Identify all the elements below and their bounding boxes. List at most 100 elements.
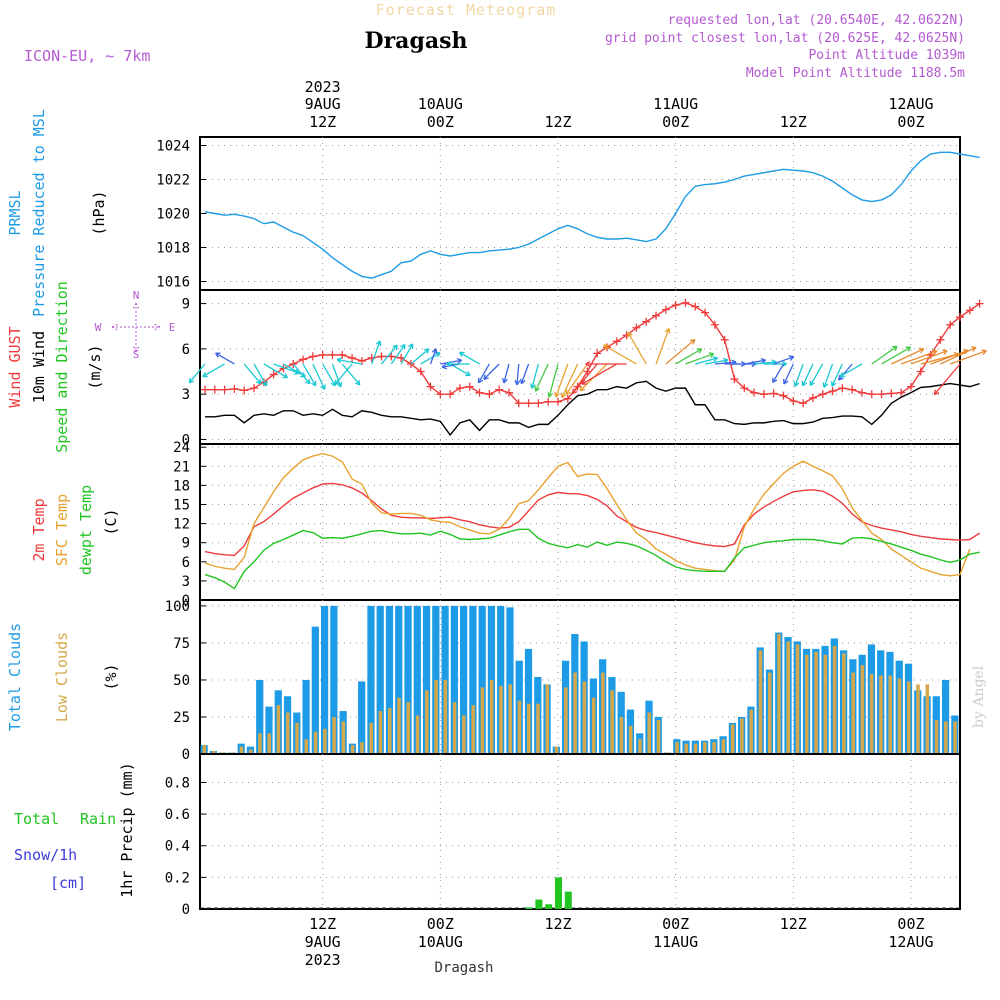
wind-barb — [881, 346, 911, 365]
precip-frame — [199, 753, 961, 910]
bottom-tick-line2: 10AUG — [418, 933, 463, 951]
wind-barb — [188, 363, 206, 384]
prmsl-label: PRMSL — [6, 190, 24, 235]
t2m-label: 2m Temp — [30, 498, 48, 561]
low-cloud-bar — [452, 702, 457, 754]
wind-barb — [900, 350, 938, 365]
low-cloud-bar — [248, 749, 253, 754]
gust-point — [308, 352, 317, 361]
rain-label: Rain — [80, 810, 116, 828]
wind-barb-head — [336, 381, 343, 388]
total-cloud-bar — [395, 605, 403, 754]
wind-barb — [263, 363, 288, 379]
model-label: ICON-EU, ~ 7km — [24, 47, 150, 65]
bottom-tick-line1: 12Z — [780, 915, 807, 933]
temperature-frame — [199, 443, 961, 601]
compass-e: E — [169, 321, 176, 334]
wind-barb — [390, 344, 406, 365]
wind-barb — [802, 363, 814, 387]
low-cloud-bar — [443, 679, 448, 754]
wind-barb-head — [772, 377, 778, 384]
gust-point — [965, 306, 974, 315]
wind-barb — [565, 363, 588, 395]
rain-bar — [545, 904, 553, 909]
top-tick-line2: 9AUG — [305, 95, 341, 113]
wind-barb-head — [831, 381, 837, 387]
gust-point — [465, 382, 474, 391]
wind10m-line — [205, 380, 980, 437]
wind-barb — [831, 363, 843, 387]
gust-point — [201, 385, 209, 394]
low-cloud-bar — [239, 746, 244, 754]
wind-barb-head — [547, 392, 554, 398]
wind-barb-head — [839, 371, 846, 378]
total-cloud-bar — [450, 605, 458, 754]
wind-ytick-label: 6 — [182, 342, 190, 358]
gust-point — [701, 308, 710, 317]
wind-barb — [520, 363, 530, 384]
temperature-ytick-label: 9 — [182, 536, 190, 552]
wind-barb-head — [502, 377, 508, 384]
snow-label: Snow/1h — [14, 846, 77, 864]
wind-barb — [371, 340, 381, 365]
dewpt-label: dewpt Temp — [77, 485, 95, 575]
gust-point — [446, 390, 455, 399]
wind10m-label: 10m Wind — [30, 331, 48, 403]
gust-point — [534, 399, 543, 408]
gust-point — [946, 320, 955, 329]
rain-bar — [564, 891, 572, 909]
bottom-tick-line1: 12Z — [309, 915, 336, 933]
wind-barb-head — [441, 363, 447, 370]
top-tick-line3: 12Z — [544, 113, 571, 131]
low-cloud-bar — [897, 678, 902, 754]
low-cloud-bar — [536, 703, 540, 754]
low-cloud-bar — [925, 684, 930, 754]
sfc-line — [204, 452, 971, 577]
total-cloud-bar — [422, 605, 431, 754]
wind-barb — [477, 363, 490, 384]
low-cloud-bar — [471, 705, 475, 754]
gust-point — [289, 359, 298, 368]
gust-point — [250, 384, 259, 393]
low-cloud-bar — [860, 665, 865, 754]
compass-s: S — [133, 348, 140, 361]
gust-point — [328, 350, 337, 359]
total-cloud-bar — [376, 605, 384, 754]
low-cloud-bar — [730, 724, 735, 754]
gust-point — [730, 375, 739, 384]
gust-point — [269, 370, 278, 379]
total-label: Total — [14, 810, 59, 828]
wind-barb — [838, 363, 853, 381]
low-cloud-bar — [211, 751, 216, 754]
low-cloud-bar — [619, 716, 624, 754]
temperature-ytick-label: 15 — [173, 497, 190, 513]
wind-barb — [773, 356, 794, 365]
gust-point — [956, 313, 964, 322]
credit-watermark: by Angel — [971, 665, 987, 728]
pressure-ytick-label: 1024 — [156, 139, 190, 155]
wind-barb — [655, 328, 670, 365]
low-cloud-bar — [323, 728, 327, 754]
gust-point — [455, 384, 464, 393]
wind-unit-label: (m/s) — [86, 344, 104, 389]
wind-barb — [400, 343, 414, 365]
low-cloud-bar — [628, 725, 633, 754]
low-cloud-bar — [267, 733, 271, 754]
gust-point — [710, 320, 719, 329]
gust-point — [397, 353, 406, 362]
low-cloud-bar — [610, 690, 614, 754]
wind-barb-head — [514, 380, 521, 386]
total-cloud-bar — [497, 605, 505, 754]
low-cloud-bar — [480, 687, 485, 754]
wind-barb-head — [585, 361, 591, 367]
wind-barb-head — [320, 384, 326, 390]
low-cloud-bar — [703, 742, 707, 754]
wind-barb — [534, 363, 549, 392]
panel-precip: 0 0.2 0.4 0.6 0.8 — [165, 753, 961, 918]
low-cloud-bar — [489, 679, 494, 754]
low-cloud-bar — [851, 672, 855, 754]
gust-point — [485, 390, 494, 399]
gust-point — [426, 382, 435, 391]
